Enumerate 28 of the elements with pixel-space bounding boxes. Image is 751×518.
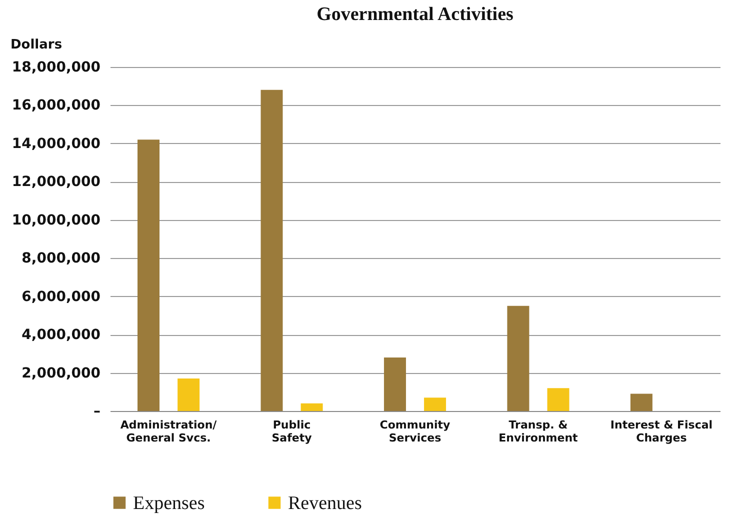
- legend-label: Revenues: [288, 492, 362, 514]
- y-axis-title: Dollars: [10, 38, 62, 52]
- bar: [300, 403, 323, 411]
- x-tick-label: Community Services: [380, 418, 450, 444]
- bar: [384, 357, 406, 411]
- bar: [138, 140, 160, 411]
- x-tick-label: Public Safety: [272, 418, 312, 444]
- bar: [260, 90, 283, 411]
- x-tick-label: Transp. & Environment: [498, 418, 578, 444]
- bar: [507, 306, 530, 411]
- y-tick-label: 4,000,000: [22, 327, 101, 344]
- bar: [547, 388, 570, 411]
- y-tick-label: –: [94, 404, 100, 420]
- bar: [630, 394, 652, 411]
- y-tick-label: 16,000,000: [12, 98, 101, 114]
- x-tick-label: Administration/ General Svcs.: [120, 418, 218, 444]
- x-tick-label: Interest & Fiscal Charges: [610, 418, 713, 444]
- y-tick-label: 12,000,000: [12, 174, 101, 190]
- y-tick-label: 14,000,000: [12, 136, 101, 152]
- chart-title: Governmental Activities: [316, 4, 514, 25]
- y-tick-label: 8,000,000: [22, 250, 101, 267]
- legend-label: Expenses: [133, 492, 205, 514]
- y-tick-label: 6,000,000: [22, 288, 101, 305]
- bar: [178, 378, 200, 411]
- y-tick-label: 2,000,000: [22, 365, 101, 382]
- bar: [424, 398, 446, 411]
- y-tick-label: 10,000,000: [12, 212, 101, 228]
- y-tick-label: 18,000,000: [12, 60, 101, 76]
